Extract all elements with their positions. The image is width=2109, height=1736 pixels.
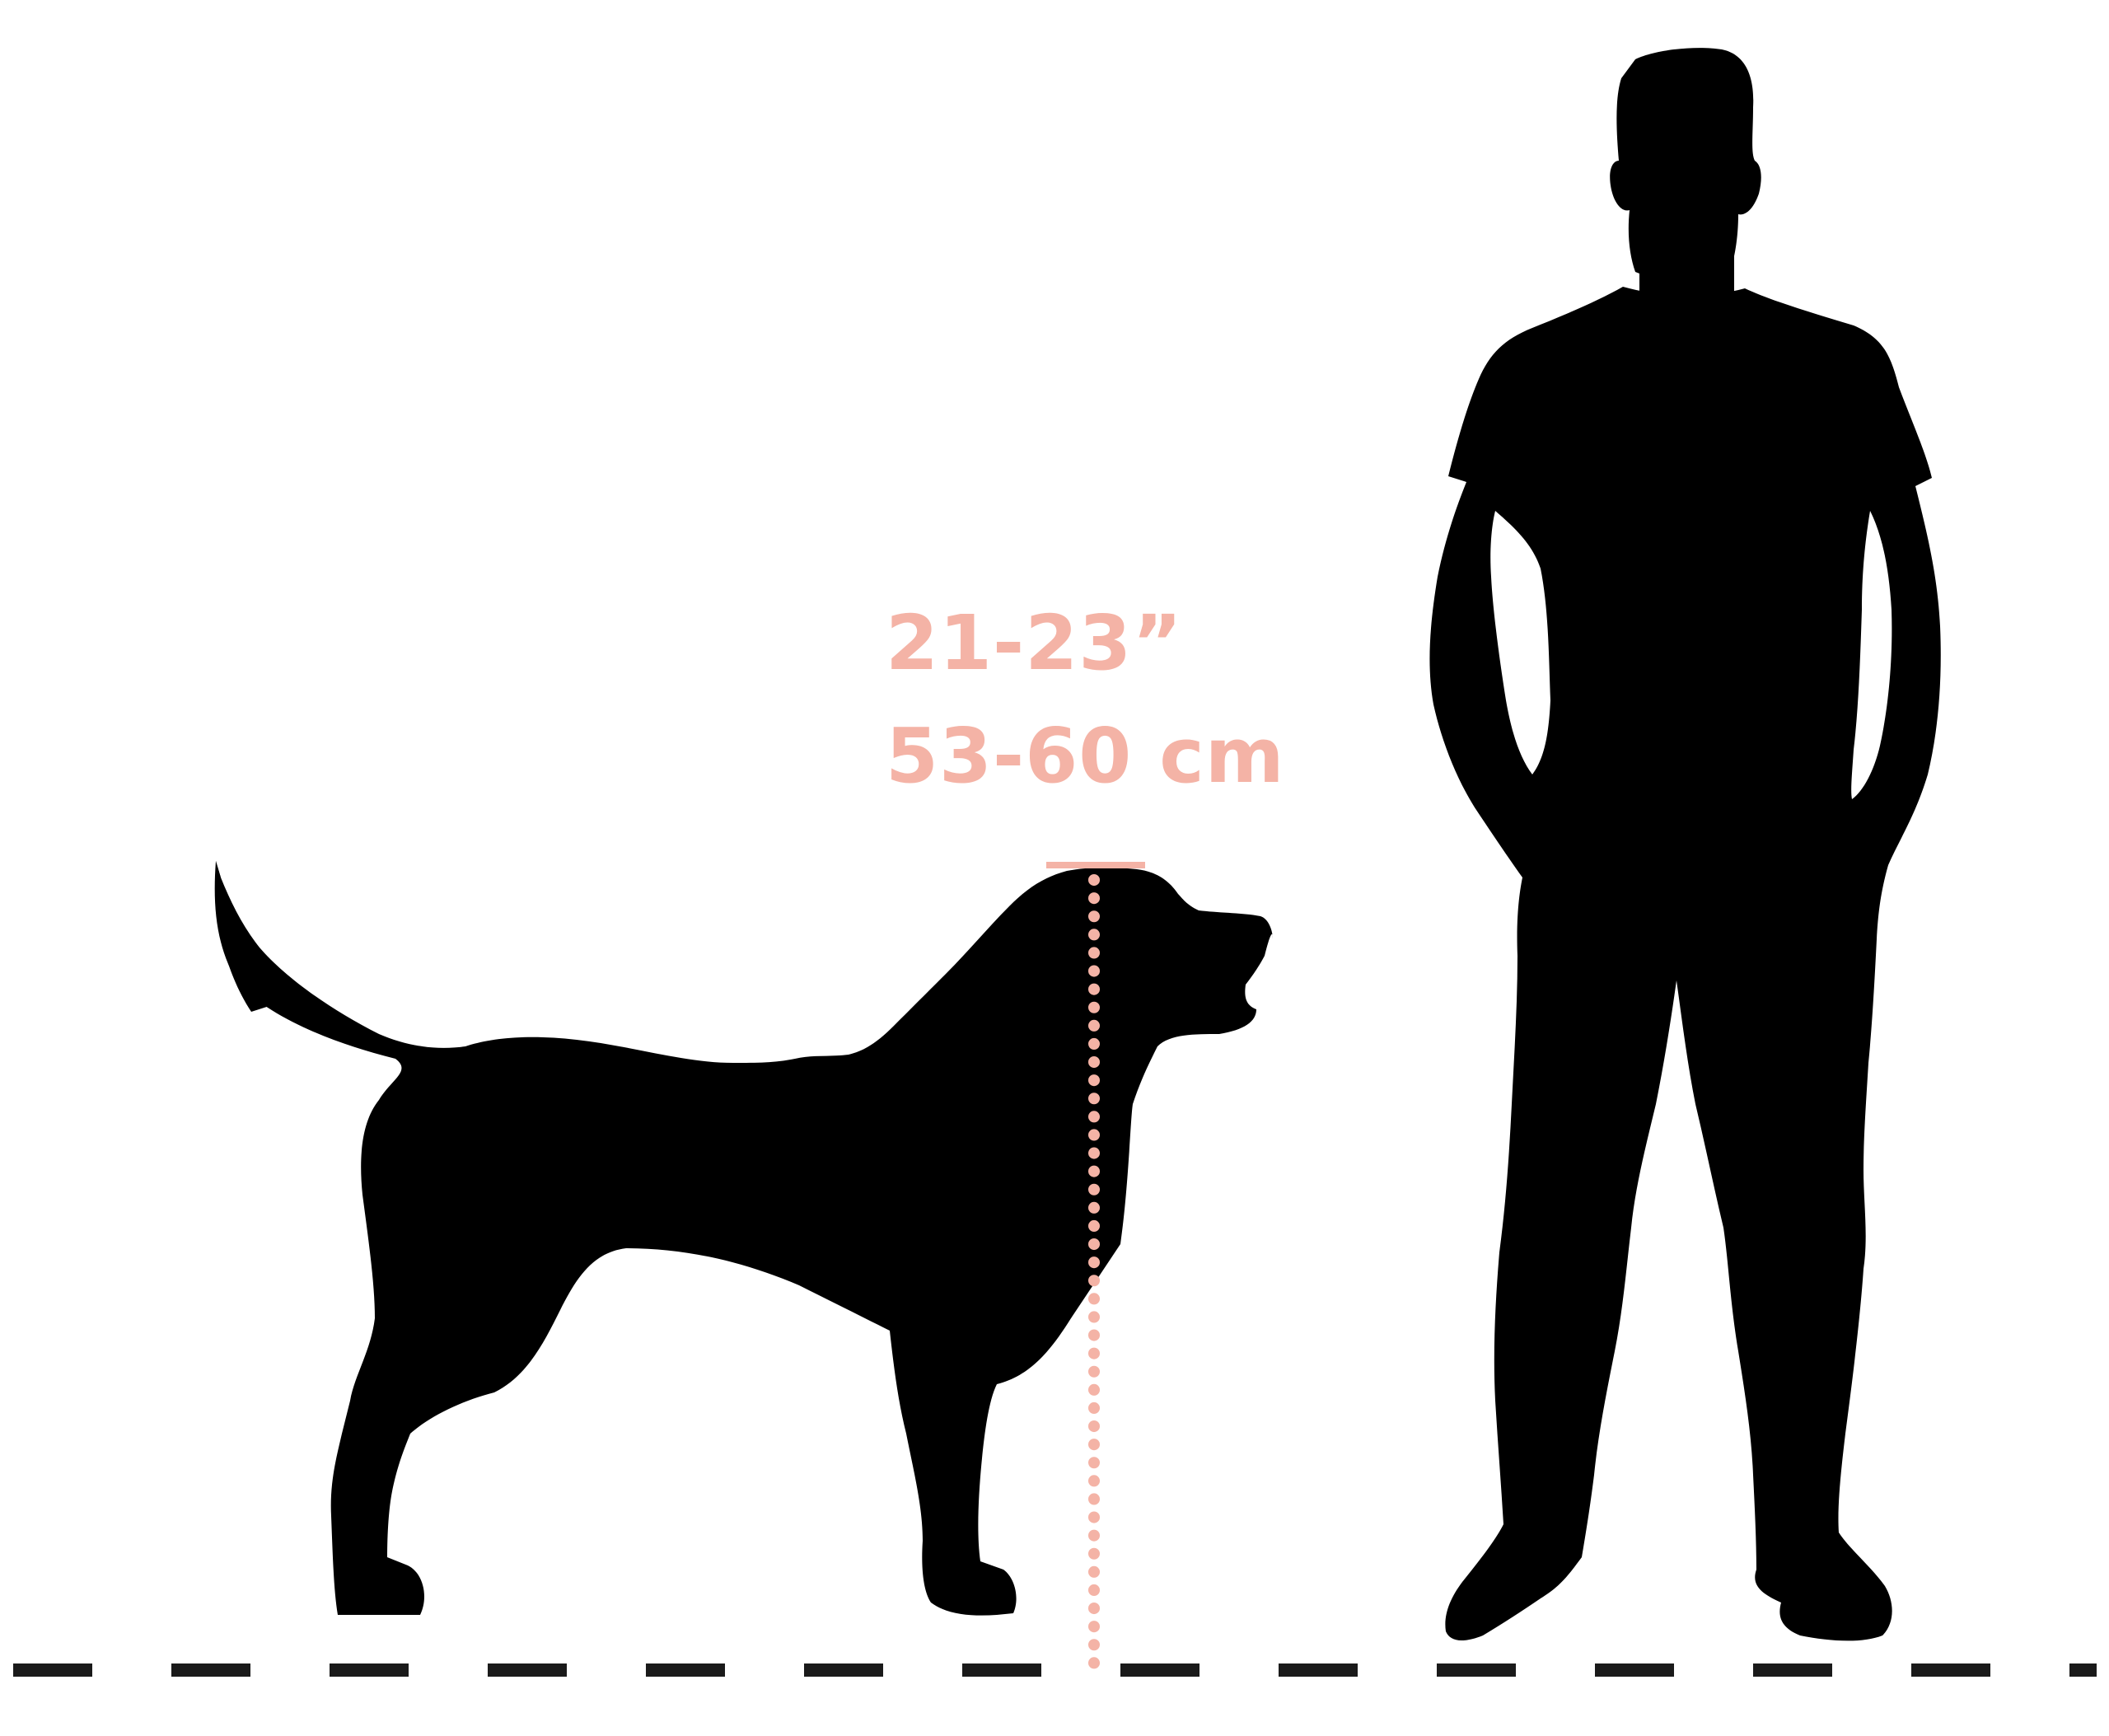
man-silhouette-icon [1429,48,1941,1641]
height-label-cm: 53-60 cm [886,712,1285,800]
height-label-inches: 21-23” [886,599,1183,687]
dog-silhouette-icon [214,861,1273,1616]
height-measurement-marker [1046,862,1145,1678]
